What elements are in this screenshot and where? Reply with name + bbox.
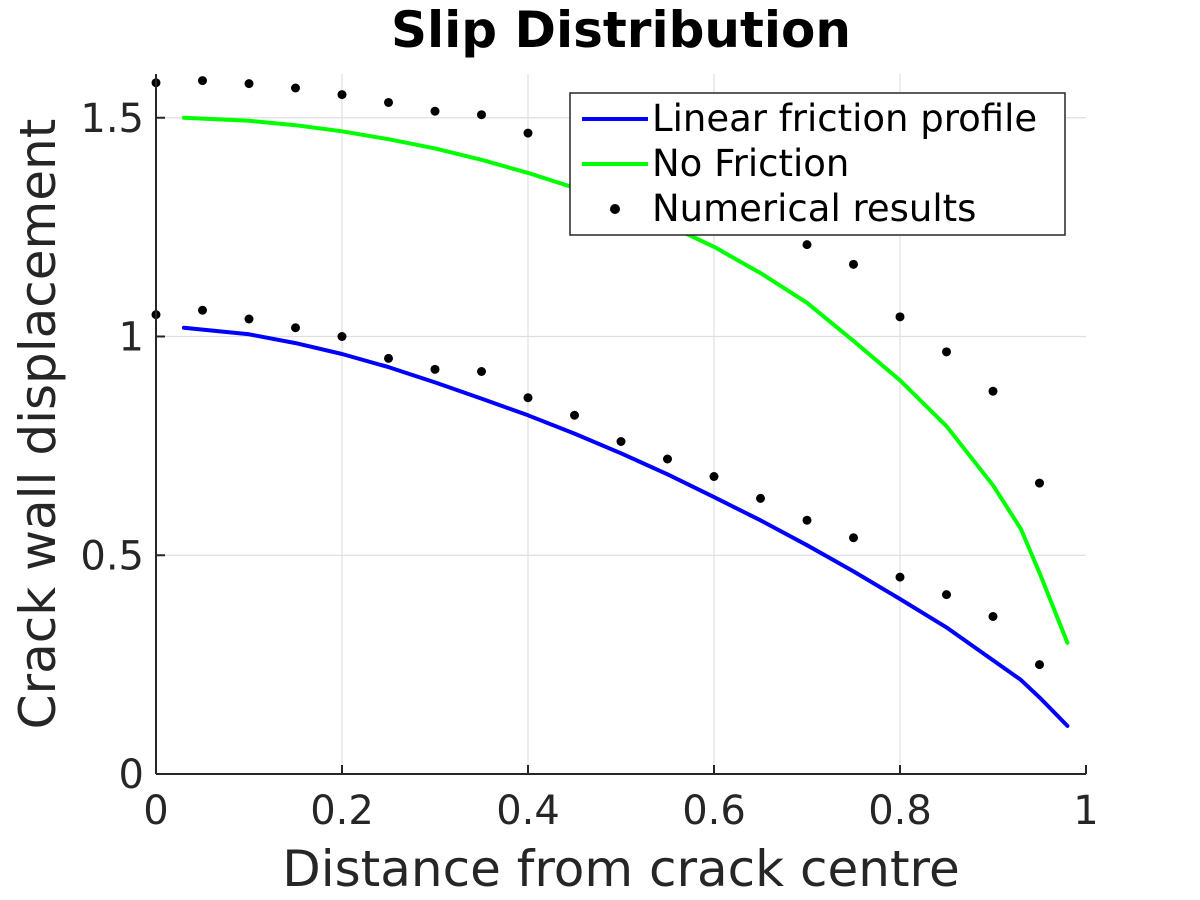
series-line-0 xyxy=(181,325,1070,728)
data-point-29 xyxy=(570,410,579,420)
data-point-6 xyxy=(430,106,440,116)
data-point-30 xyxy=(616,437,626,446)
legend-label-numerical-results: Numerical results xyxy=(652,187,976,230)
data-point-17 xyxy=(942,347,951,357)
legend-box xyxy=(569,92,1066,236)
data-point-4 xyxy=(337,90,347,100)
data-point-22 xyxy=(244,314,254,324)
x-tick-label-5: 1 xyxy=(1073,788,1098,834)
data-point-1 xyxy=(198,76,207,86)
data-point-34 xyxy=(802,515,812,525)
data-point-26 xyxy=(430,364,440,374)
data-point-24 xyxy=(337,332,347,341)
data-point-14 xyxy=(802,240,812,250)
legend-swatch-numerical-results xyxy=(610,204,620,214)
data-point-35 xyxy=(849,533,858,543)
data-point-27 xyxy=(477,367,486,376)
data-point-38 xyxy=(988,612,998,621)
y-tick-label-3: 1.5 xyxy=(80,96,144,142)
data-point-18 xyxy=(988,386,998,396)
data-point-19 xyxy=(1035,478,1044,488)
y-tick-label-2: 1 xyxy=(119,315,144,361)
data-point-3 xyxy=(291,83,300,93)
x-tick-label-1: 0.2 xyxy=(310,788,374,834)
tick-labels: 0 0.2 0.4 0.6 0.8 1 0 0.5 1 1.5 xyxy=(80,96,1098,834)
data-point-33 xyxy=(756,493,765,503)
x-tick-label-2: 0.4 xyxy=(496,788,560,834)
data-point-25 xyxy=(384,353,393,363)
x-tick-label-3: 0.6 xyxy=(682,788,746,834)
x-axis-label: Distance from crack centre xyxy=(282,840,960,898)
data-point-23 xyxy=(291,323,300,333)
x-tick-label-0: 0 xyxy=(143,788,168,834)
axes xyxy=(155,74,1087,775)
legend: Linear friction profile No Friction Nume… xyxy=(569,92,1066,236)
legend-label-no-friction: No Friction xyxy=(652,142,849,185)
legend-label-linear-friction: Linear friction profile xyxy=(652,97,1037,140)
data-point-8 xyxy=(523,128,533,138)
data-point-15 xyxy=(849,259,858,269)
chart-title: Slip Distribution xyxy=(391,1,851,59)
y-tick-label-0: 0 xyxy=(119,752,144,798)
data-point-28 xyxy=(523,393,533,403)
data-point-16 xyxy=(895,312,905,322)
data-point-21 xyxy=(198,305,207,315)
data-point-7 xyxy=(477,110,486,120)
data-point-39 xyxy=(1035,660,1044,670)
data-point-2 xyxy=(244,79,254,89)
data-point-37 xyxy=(942,590,951,600)
data-point-5 xyxy=(384,97,393,107)
x-tick-label-4: 0.8 xyxy=(868,788,932,834)
data-point-32 xyxy=(709,472,719,481)
data-point-31 xyxy=(663,454,672,464)
data-point-36 xyxy=(895,572,905,582)
y-axis-label: Crack wall displacement xyxy=(9,119,67,730)
y-tick-label-1: 0.5 xyxy=(80,533,144,579)
